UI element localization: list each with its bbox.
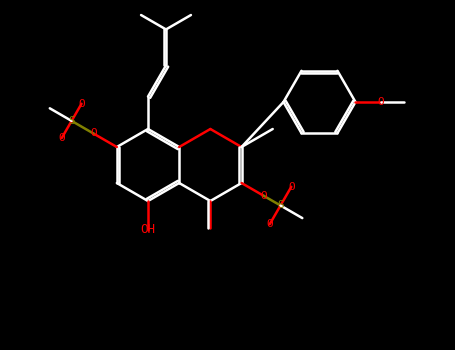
Text: O: O: [90, 128, 97, 139]
Text: OH: OH: [141, 223, 156, 236]
Text: O: O: [260, 191, 267, 201]
Text: O: O: [266, 219, 273, 229]
Text: O: O: [78, 99, 85, 109]
Text: O: O: [58, 133, 65, 143]
Text: S: S: [68, 116, 75, 126]
Text: O: O: [377, 97, 384, 107]
Text: S: S: [277, 201, 284, 210]
Text: O: O: [288, 182, 295, 192]
